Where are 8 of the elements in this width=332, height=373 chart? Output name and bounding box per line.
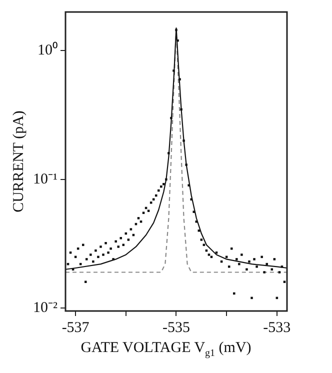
- y-axis-title: CURRENT (pA): [10, 110, 27, 212]
- y-tick-label: 10⁰: [37, 42, 58, 59]
- y-tick-label: 10⁻²: [32, 300, 58, 316]
- x-tick-label: -537: [62, 320, 90, 336]
- x-axis-title: GATE VOLTAGE V$_{g1}$ (mV): [80, 340, 252, 359]
- x-tick-label: -533: [263, 320, 291, 336]
- y-tick-label: 10⁻¹: [32, 171, 58, 188]
- x-tick-label: -535: [162, 320, 190, 336]
